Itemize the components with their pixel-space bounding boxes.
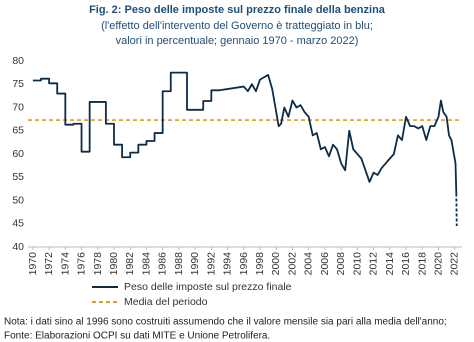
x-tick-label: 1982	[124, 252, 136, 276]
y-tick-label: 70	[12, 101, 24, 113]
x-tick-label: 2018	[416, 252, 428, 276]
x-tick-label: 2022	[449, 252, 461, 276]
x-tick-label: 2010	[351, 252, 363, 276]
legend-label: Media del periodo	[124, 296, 208, 308]
x-tick-label: 2016	[400, 252, 412, 276]
data-line	[32, 71, 458, 194]
x-tick-label: 1984	[140, 252, 152, 276]
x-tick-label: 2006	[319, 252, 331, 276]
x-tick-label: 2008	[335, 252, 347, 276]
x-tick-label: 2012	[368, 252, 380, 276]
x-tick-label: 1978	[92, 252, 104, 276]
x-tick-label: 2004	[303, 252, 315, 276]
x-tick-label: 2002	[286, 252, 298, 276]
x-tick-label: 2014	[384, 252, 396, 276]
note: Nota: i dati sino al 1996 sono costruiti…	[4, 317, 447, 328]
x-tick-label: 1988	[173, 252, 185, 276]
source: Fonte: Elaborazioni OCPI su dati MITE e …	[4, 331, 270, 342]
x-tick-label: 1992	[205, 252, 217, 276]
y-tick-label: 50	[12, 194, 24, 206]
x-tick-label: 1998	[254, 252, 266, 276]
x-tick-label: 1986	[157, 252, 169, 276]
legend-label: Peso delle imposte sul prezzo finale	[124, 281, 292, 293]
chart-title: Fig. 2: Peso delle imposte sul prezzo fi…	[89, 4, 386, 16]
x-tick-label: 1996	[238, 252, 250, 276]
chart-subtitle: (l'effetto dell'intervento del Governo è…	[101, 20, 373, 32]
x-tick-label: 2020	[432, 252, 444, 276]
x-tick-label: 1994	[222, 252, 234, 276]
x-tick-label: 1976	[76, 252, 88, 276]
y-tick-label: 75	[12, 78, 24, 90]
y-tick-label: 40	[12, 241, 24, 253]
x-tick-label: 1980	[108, 252, 120, 276]
y-tick-label: 55	[12, 171, 24, 183]
y-tick-label: 80	[12, 55, 24, 67]
y-tick-label: 45	[12, 218, 24, 230]
y-tick-label: 60	[12, 148, 24, 160]
x-tick-label: 2000	[270, 252, 282, 276]
x-tick-label: 1972	[43, 252, 55, 276]
x-tick-label: 1990	[189, 252, 201, 276]
y-tick-label: 65	[12, 125, 24, 137]
x-tick-label: 1974	[59, 252, 71, 276]
chart-subtitle: valori in percentuale; gennaio 1970 - ma…	[116, 35, 359, 47]
x-tick-label: 1970	[27, 252, 39, 276]
